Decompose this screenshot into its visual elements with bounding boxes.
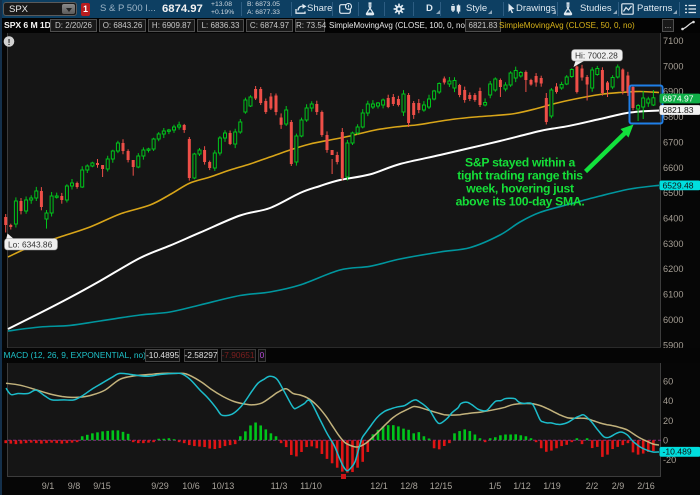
svg-text:1/19: 1/19 <box>543 481 561 491</box>
svg-text:10/6: 10/6 <box>182 481 200 491</box>
svg-text:11/3: 11/3 <box>271 481 288 491</box>
svg-text:6600: 6600 <box>663 163 683 173</box>
svg-text:6874.97: 6874.97 <box>663 93 694 103</box>
svg-text:9/1: 9/1 <box>42 481 55 491</box>
svg-text:7100: 7100 <box>663 36 683 46</box>
svg-text:-20: -20 <box>663 455 676 465</box>
svg-text:7000: 7000 <box>663 61 683 71</box>
svg-text:9/8: 9/8 <box>68 481 81 491</box>
svg-text:!: ! <box>8 37 11 47</box>
svg-text:6500: 6500 <box>663 188 683 198</box>
svg-text:20: 20 <box>663 416 673 426</box>
svg-text:12/8: 12/8 <box>400 481 418 491</box>
svg-text:6800: 6800 <box>663 112 683 122</box>
svg-text:S&P stayed within a: S&P stayed within a <box>465 155 575 169</box>
svg-text:9/15: 9/15 <box>93 481 111 491</box>
svg-text:9/29: 9/29 <box>151 481 169 491</box>
svg-text:-10.489: -10.489 <box>663 447 692 457</box>
svg-text:6900: 6900 <box>663 87 683 97</box>
svg-text:week, hovering just: week, hovering just <box>465 182 574 196</box>
svg-text:6300: 6300 <box>663 239 683 249</box>
svg-text:6100: 6100 <box>663 290 683 300</box>
svg-text:2/16: 2/16 <box>637 481 655 491</box>
svg-text:6000: 6000 <box>663 315 683 325</box>
svg-text:1/12: 1/12 <box>513 481 531 491</box>
svg-text:2/2: 2/2 <box>586 481 599 491</box>
svg-text:40: 40 <box>663 396 673 406</box>
svg-text:10/13: 10/13 <box>212 481 235 491</box>
svg-text:tight trading range this: tight trading range this <box>457 168 583 182</box>
svg-text:6529.48: 6529.48 <box>663 180 694 190</box>
svg-text:5900: 5900 <box>663 340 683 350</box>
svg-text:1/5: 1/5 <box>489 481 502 491</box>
svg-text:6200: 6200 <box>663 264 683 274</box>
svg-text:Lo: 6343.86: Lo: 6343.86 <box>8 239 53 249</box>
svg-text:11/10: 11/10 <box>300 481 322 491</box>
svg-text:6400: 6400 <box>663 214 683 224</box>
svg-text:6821.83: 6821.83 <box>663 105 694 115</box>
svg-text:12/15: 12/15 <box>430 481 453 491</box>
svg-text:6700: 6700 <box>663 137 683 147</box>
svg-text:0: 0 <box>663 435 668 445</box>
svg-text:12/1: 12/1 <box>370 481 388 491</box>
svg-text:Hi: 7002.28: Hi: 7002.28 <box>575 50 618 60</box>
svg-text:2/9: 2/9 <box>612 481 625 491</box>
svg-text:60: 60 <box>663 376 673 386</box>
svg-text:above its 100-day SMA.: above its 100-day SMA. <box>456 195 585 209</box>
